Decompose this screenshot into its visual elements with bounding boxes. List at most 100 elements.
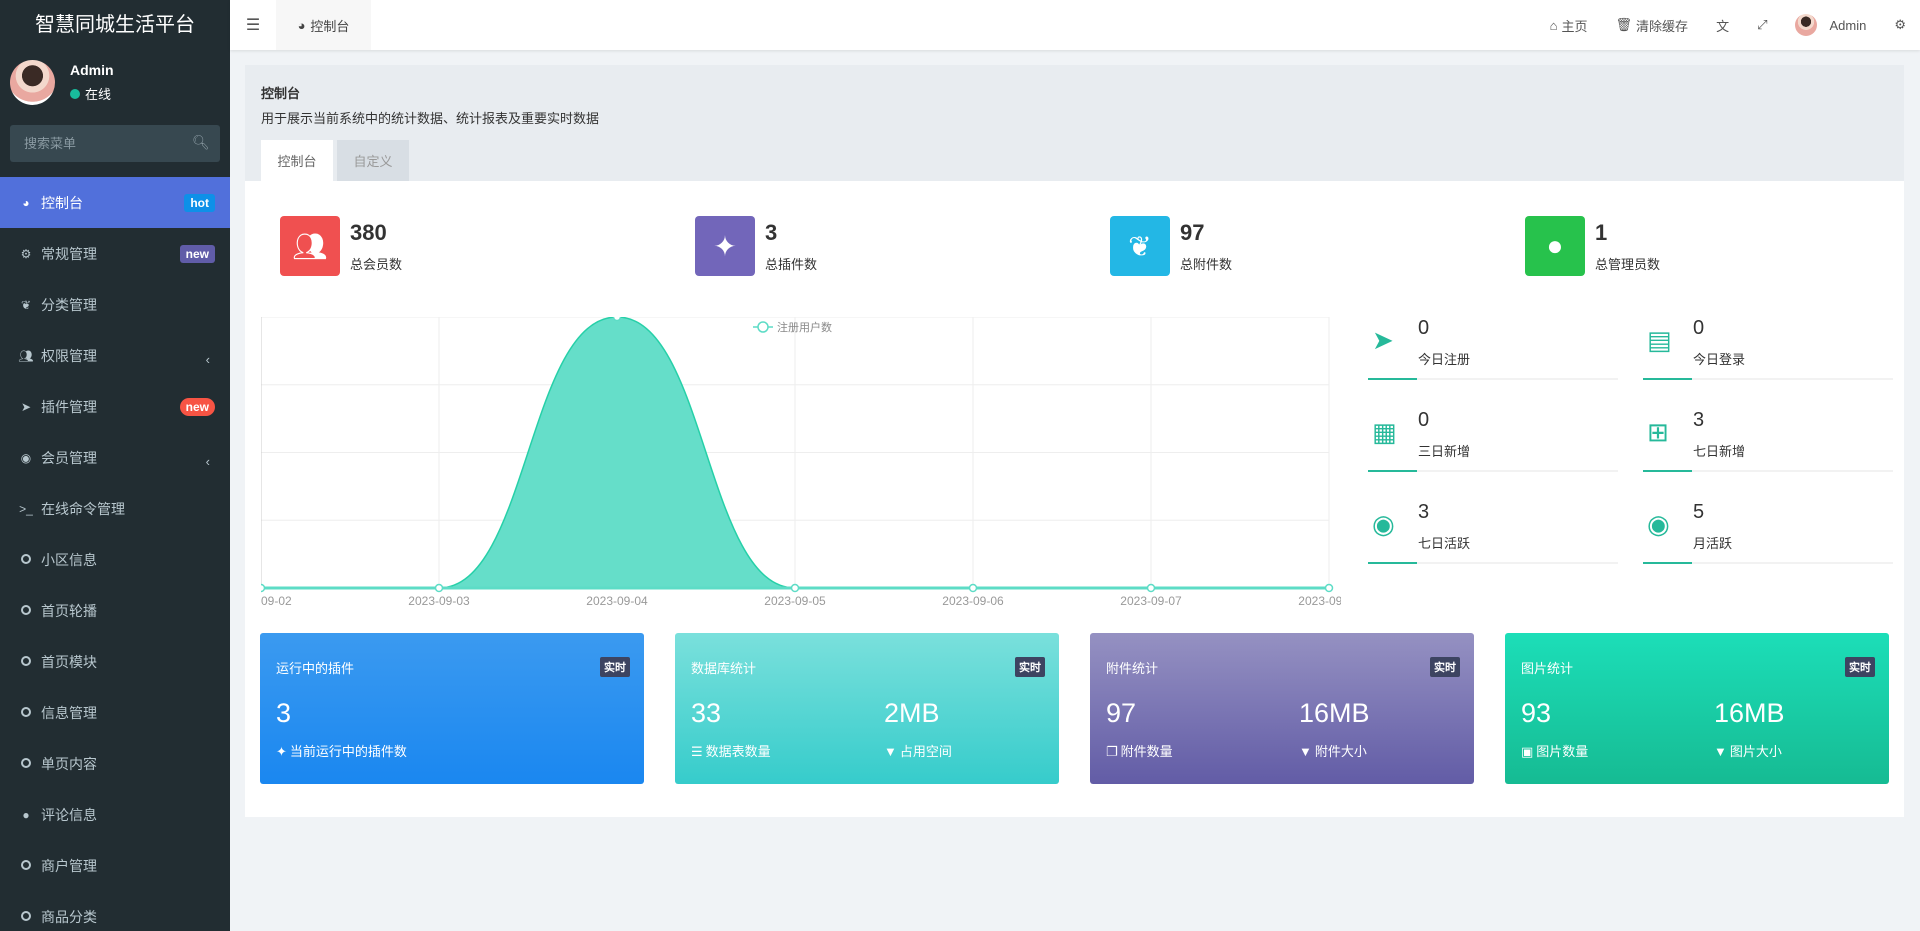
nav-tab-dashboard[interactable]: ◕ 控制台	[276, 0, 371, 50]
search-icon[interactable]: 🔍︎	[192, 134, 210, 150]
progress-line	[1368, 562, 1618, 564]
app-logo[interactable]: 智慧同城生活平台	[35, 14, 195, 36]
avatar	[10, 60, 55, 105]
sidebar-item-label: 首页模块	[41, 653, 97, 670]
database-icon: ☰	[691, 744, 703, 759]
top-navbar: ☰ ◕ 控制台 ⌂ 主页 🗑︎ 清除缓存 文 ⤢ Admin ⚙	[230, 0, 1920, 50]
sidebar-item[interactable]: 👥︎ 权限管理 ‹	[0, 330, 230, 381]
tab-dashboard[interactable]: 控制台	[261, 140, 333, 181]
summary-card: 数据库统计 实时 33 ☰ 数据表数量 2MB ▼ 占用空间	[675, 633, 1059, 784]
user-circle-icon: ◉	[1647, 509, 1670, 539]
rocket-icon: ➤	[1372, 325, 1394, 355]
card-label: 附件大小	[1314, 744, 1367, 759]
rocket-icon: ➤	[20, 399, 32, 414]
chevron-left-icon: ‹	[205, 454, 210, 469]
sidebar-item-label: 首页轮播	[41, 602, 97, 619]
x-tick-label: 2023-09-04	[586, 594, 648, 608]
dashboard-panel: 控制台 用于展示当前系统中的统计数据、统计报表及重要实时数据 控制台 自定义 👥…	[245, 65, 1904, 817]
card-value: 3	[276, 698, 292, 728]
stat-value: 5	[1693, 501, 1705, 523]
user-panel: Admin 在线	[10, 60, 114, 105]
settings-cogs-icon[interactable]: ⚙	[1894, 17, 1906, 32]
data-point	[1324, 583, 1334, 593]
clear-cache-button[interactable]: 🗑︎ 清除缓存	[1615, 17, 1689, 34]
menu-badge: hot	[184, 193, 215, 212]
progress-line	[1368, 470, 1618, 472]
data-point	[612, 317, 622, 322]
registered-users-chart: 2023-09-02 2023-09-03 2023-09-04 2023-09-05…	[261, 317, 1341, 608]
files-icon: ❐	[1106, 744, 1118, 759]
user-status: 在线	[85, 87, 112, 102]
circle-icon	[18, 604, 34, 618]
home-link[interactable]: ⌂ 主页	[1549, 17, 1588, 34]
sidebar-item-label: 单页内容	[41, 755, 97, 772]
sidebar-item-label: 控制台	[41, 194, 83, 211]
circle-icon	[18, 859, 34, 873]
stat-total: ● 1 总管理员数	[1525, 216, 1660, 276]
sidebar-item[interactable]: ➤ 插件管理 new	[0, 381, 230, 432]
calendar-icon: ▦	[1372, 417, 1397, 447]
sidebar-item[interactable]: 商户管理	[0, 840, 230, 891]
circle-icon	[18, 706, 34, 720]
sidebar-item[interactable]: 首页轮播	[0, 585, 230, 636]
trash-icon: 🗑︎	[1615, 17, 1633, 32]
leaf-icon: ❦	[20, 297, 32, 312]
data-point	[968, 583, 978, 593]
sidebar-item[interactable]: 首页模块	[0, 636, 230, 687]
user-circle-icon: ◉	[1372, 509, 1395, 539]
progress-line	[1368, 378, 1618, 380]
sidebar-item[interactable]: ◉ 会员管理 ‹	[0, 432, 230, 483]
stat-label: 三日新增	[1418, 444, 1471, 459]
sidebar-item[interactable]: ◕ 控制台 hot	[0, 177, 230, 228]
avatar	[1795, 14, 1818, 36]
legend-label: 注册用户数	[777, 320, 832, 334]
menu-toggle-icon[interactable]: ☰	[245, 17, 261, 34]
sidebar-item[interactable]: 单页内容	[0, 738, 230, 789]
sidebar-item[interactable]: 商品分类	[0, 891, 230, 931]
calendar-plus-icon: ⊞	[1647, 417, 1669, 447]
stat-value: 0	[1418, 409, 1430, 431]
leaf-icon: ❦	[1110, 216, 1170, 276]
stat-total: 👥︎ 380 总会员数	[280, 216, 402, 276]
side-stat: ◉ 3 七日活跃	[1368, 501, 1618, 593]
realtime-badge: 实时	[1015, 657, 1045, 677]
comment-icon: ●	[22, 807, 30, 822]
sidebar-item[interactable]: 小区信息	[0, 534, 230, 585]
card-value: 16MB	[1714, 698, 1785, 728]
progress-line	[1643, 470, 1893, 472]
sidebar-item-label: 常规管理	[41, 245, 97, 262]
stat-label: 总管理员数	[1595, 257, 1661, 272]
menu-search-input[interactable]	[10, 125, 220, 162]
user-menu[interactable]: Admin	[1795, 14, 1866, 36]
circle-icon	[18, 910, 34, 924]
sidebar-item-label: 商品分类	[41, 908, 97, 925]
page-title: 控制台	[261, 86, 301, 101]
card-label: 当前运行中的插件数	[289, 744, 407, 759]
filter-icon: ▼	[1299, 744, 1312, 759]
tab-custom[interactable]: 自定义	[337, 140, 409, 181]
x-tick-label: 2023-09-08	[1298, 594, 1341, 608]
sidebar-item[interactable]: 信息管理	[0, 687, 230, 738]
page-description: 用于展示当前系统中的统计数据、统计报表及重要实时数据	[261, 111, 600, 126]
card-label: 图片大小	[1729, 744, 1782, 759]
user-icon: ●	[1525, 216, 1585, 276]
card-value: 97	[1106, 698, 1137, 728]
progress-line	[1643, 562, 1893, 564]
stat-total: ❦ 97 总附件数	[1110, 216, 1232, 276]
x-tick-label: 2023-09-07	[1120, 594, 1182, 608]
stat-value: 380	[350, 220, 387, 245]
x-tick-label: 2023-09-03	[408, 594, 470, 608]
sidebar-item[interactable]: ● 评论信息	[0, 789, 230, 840]
sidebar: 智慧同城生活平台 Admin 在线 🔍︎ ◕ 控制台 hot ⚙ 常规管理 new ❦ 分类管…	[0, 0, 230, 931]
sidebar-item[interactable]: ⚙ 常规管理 new	[0, 228, 230, 279]
sidebar-item[interactable]: >_ 在线命令管理	[0, 483, 230, 534]
magic-icon: ✦	[695, 216, 755, 276]
translate-icon[interactable]: 文	[1716, 18, 1730, 34]
summary-card: 运行中的插件 实时 3 ✦ 当前运行中的插件数	[260, 633, 644, 784]
fullscreen-icon[interactable]: ⤢	[1757, 17, 1768, 32]
data-point	[1146, 583, 1156, 593]
sidebar-item-label: 信息管理	[41, 704, 97, 721]
sidebar-item[interactable]: ❦ 分类管理	[0, 279, 230, 330]
id-card-icon: ▤	[1647, 325, 1672, 355]
data-point	[434, 583, 444, 593]
